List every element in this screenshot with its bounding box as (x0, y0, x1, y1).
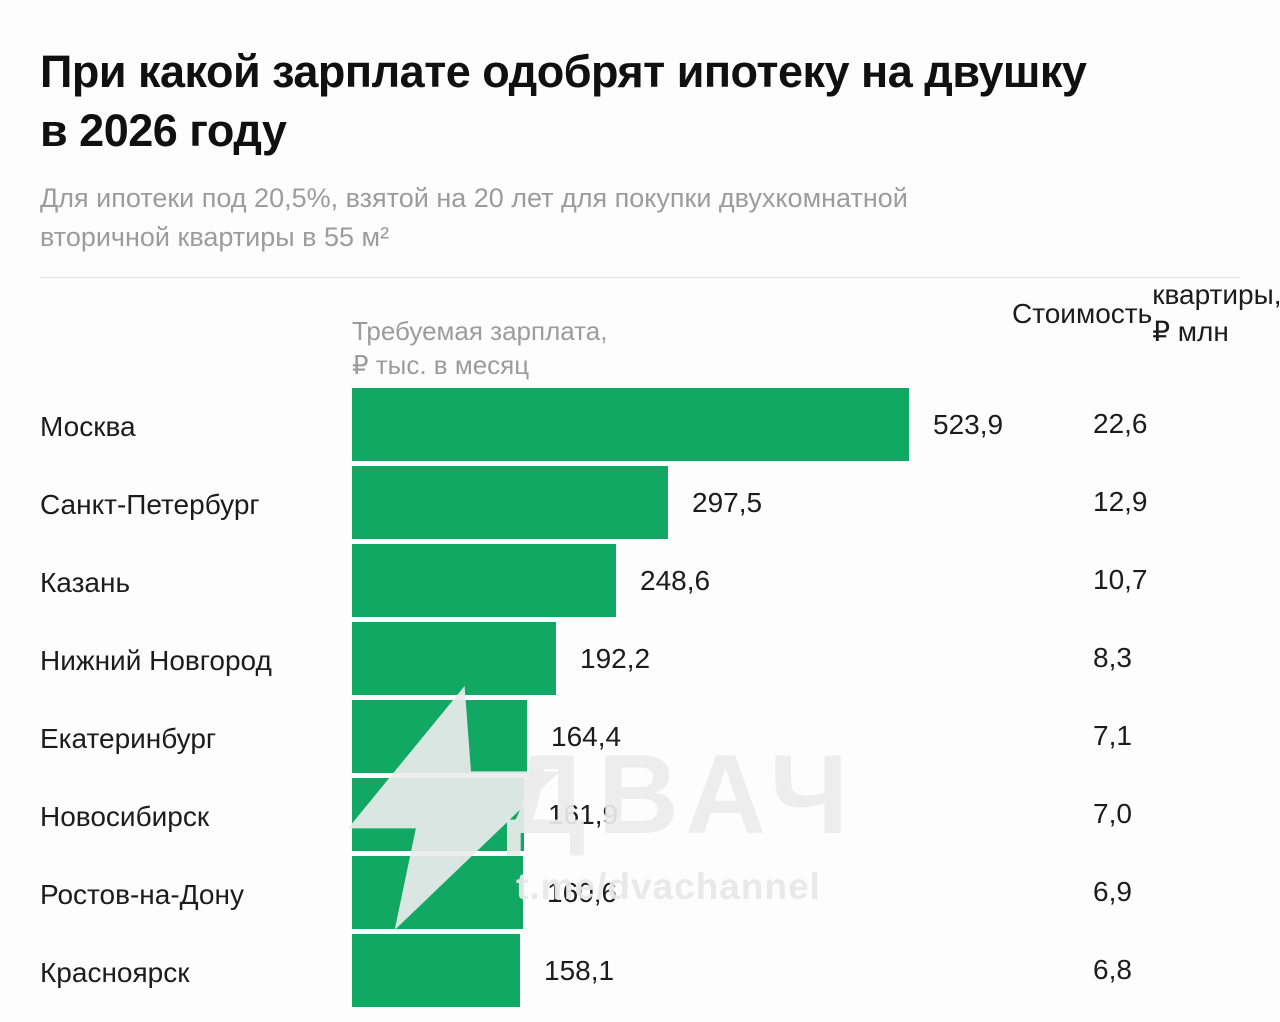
bar-area: 160,6 (352, 855, 618, 934)
salary-value: 164,4 (551, 720, 622, 752)
bar-area: 158,1 (352, 933, 615, 1012)
city-label: Москва (40, 410, 136, 442)
salary-bar (352, 699, 527, 773)
city-label: Красноярск (40, 956, 190, 988)
bar-area: 192,2 (352, 621, 651, 700)
salary-value: 297,5 (692, 486, 763, 518)
price-column-header: Стоимость квартиры, ₽ млн (1012, 278, 1280, 351)
chart-row: Казань 248,6 10,7 (40, 543, 1240, 622)
salary-column-header-line-2: ₽ тыс. в месяц (352, 349, 530, 380)
salary-bar (352, 777, 524, 851)
city-label: Нижний Новгород (40, 644, 272, 676)
divider (40, 276, 1240, 278)
city-label: Новосибирск (40, 800, 210, 832)
price-column-header-line-1: Стоимость (1012, 297, 1153, 329)
subtitle-line-2: вторичной квартиры в 55 м² (40, 221, 390, 252)
salary-bar (352, 621, 556, 695)
page-title: При какой зарплате одобрят ипотеку на дв… (40, 42, 1240, 161)
salary-value: 161,9 (548, 798, 619, 830)
column-headers: Требуемая зарплата, ₽ тыс. в месяц Стоим… (40, 278, 1280, 388)
price-value: 12,9 (1093, 486, 1148, 518)
price-value: 6,8 (1093, 954, 1132, 986)
price-value: 10,7 (1093, 564, 1148, 596)
chart-row: Ростов-на-Дону 160,6 6,9 (40, 855, 1240, 934)
subtitle: Для ипотеки под 20,5%, взятой на 20 лет … (40, 179, 1200, 257)
bar-area: 248,6 (352, 543, 711, 622)
salary-value: 158,1 (544, 954, 615, 986)
salary-bar (352, 387, 909, 461)
salary-value: 248,6 (640, 564, 711, 596)
bar-area: 161,9 (352, 777, 619, 856)
city-label: Санкт-Петербург (40, 488, 260, 520)
salary-column-header: Требуемая зарплата, ₽ тыс. в месяц (352, 314, 607, 383)
chart-row: Нижний Новгород 192,2 8,3 (40, 621, 1240, 700)
city-label: Ростов-на-Дону (40, 878, 244, 910)
page-title-line-2: в 2026 году (40, 105, 287, 157)
bar-area: 297,5 (352, 465, 763, 544)
chart-row: Новосибирск 161,9 7,0 (40, 777, 1240, 856)
city-label: Екатеринбург (40, 722, 217, 754)
chart-row: Москва 523,9 22,6 (40, 387, 1240, 466)
salary-column-header-line-1: Требуемая зарплата, (352, 315, 608, 346)
price-value: 6,9 (1093, 876, 1132, 908)
subtitle-line-1: Для ипотеки под 20,5%, взятой на 20 лет … (40, 182, 908, 213)
salary-bar (352, 933, 520, 1007)
chart-row: Екатеринбург 164,4 7,1 (40, 699, 1240, 778)
price-value: 8,3 (1093, 642, 1132, 674)
salary-bar (352, 543, 616, 617)
bar-chart: Москва 523,9 22,6 Санкт-Петербург 297,5 12,9 К… (40, 387, 1240, 1012)
price-value: 7,1 (1093, 720, 1132, 752)
bar-area: 523,9 (352, 387, 1004, 466)
salary-bar (352, 855, 523, 929)
page-title-line-1: При какой зарплате одобрят ипотеку на дв… (40, 46, 1087, 97)
price-value: 22,6 (1093, 408, 1148, 440)
chart-row: Красноярск 158,1 6,8 (40, 933, 1240, 1012)
salary-bar (352, 465, 668, 539)
salary-value: 523,9 (933, 408, 1004, 440)
chart-row: Санкт-Петербург 297,5 12,9 (40, 465, 1240, 544)
price-value: 7,0 (1093, 798, 1132, 830)
price-column-header-line-2: квартиры, ₽ млн (1152, 279, 1280, 348)
salary-value: 160,6 (547, 876, 618, 908)
salary-value: 192,2 (580, 642, 651, 674)
bar-area: 164,4 (352, 699, 622, 778)
city-label: Казань (40, 566, 131, 598)
